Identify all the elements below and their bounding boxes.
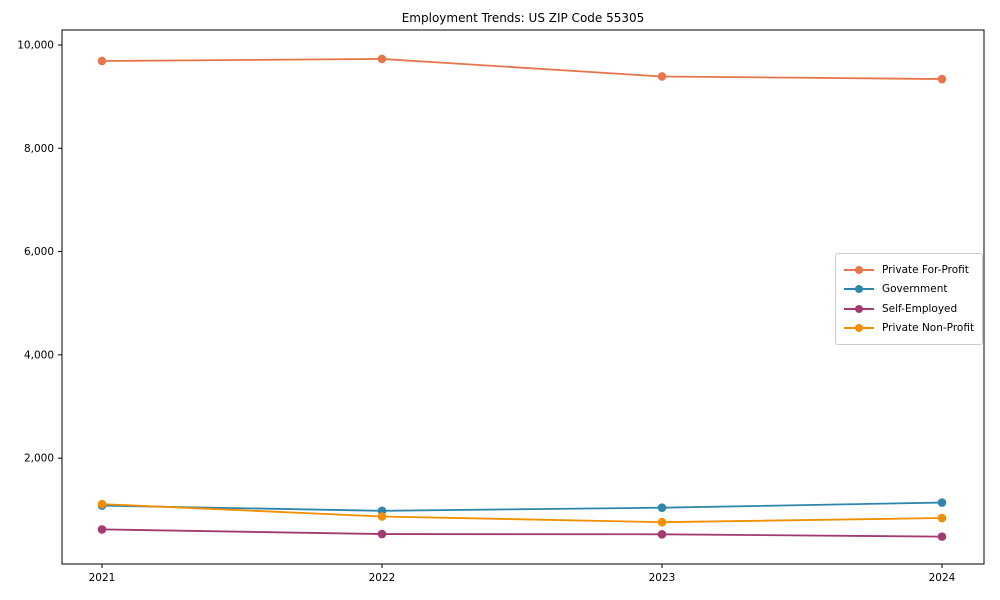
series-line-government (101, 501, 943, 512)
legend-marker-icon (844, 285, 874, 294)
series-line-self-employed (101, 528, 943, 538)
data-point-self-employed (97, 525, 107, 534)
x-axis-tick-label: 2021 (89, 572, 116, 584)
legend: Private For-Profit Government Self-Emplo… (835, 253, 983, 345)
data-point-private-non-profit (377, 512, 387, 521)
legend-item-self-employed: Self-Employed (844, 299, 974, 318)
legend-label: Government (882, 283, 948, 296)
data-point-government (657, 503, 667, 513)
legend-marker-icon (844, 265, 874, 274)
data-point-private-non-profit (657, 517, 667, 527)
chart-title: Employment Trends: US ZIP Code 55305 (401, 11, 645, 25)
legend-item-government: Government (844, 280, 974, 299)
series-line-private-for-profit (101, 58, 943, 80)
legend-label: Private Non-Profit (882, 322, 975, 335)
series-line-private-non-profit (101, 503, 943, 524)
legend-item-private-for-profit: Private For-Profit (844, 260, 974, 279)
legend-label: Private For-Profit (882, 263, 969, 276)
data-point-private-non-profit (937, 513, 947, 523)
legend-label: Self-Employed (882, 302, 958, 315)
data-point-government (937, 498, 947, 507)
data-point-private-for-profit (377, 54, 387, 64)
y-axis-tick-label: 10,000 (17, 39, 54, 51)
data-point-self-employed (377, 529, 387, 539)
y-axis-tick-label: 2,000 (24, 453, 54, 465)
data-point-private-for-profit (657, 72, 667, 81)
y-axis-tick-label: 8,000 (24, 143, 54, 155)
x-axis-tick-label: 2022 (369, 572, 396, 584)
data-point-private-for-profit (937, 74, 947, 84)
y-axis-tick-label: 6,000 (24, 246, 54, 258)
legend-marker-icon (844, 304, 874, 313)
x-axis-tick-label: 2023 (649, 572, 676, 584)
data-point-private-for-profit (97, 56, 107, 66)
legend-item-private-non-profit: Private Non-Profit (844, 319, 974, 338)
data-point-self-employed (937, 532, 947, 541)
x-axis-tick-label: 2024 (929, 572, 956, 584)
axes-spines (61, 29, 985, 565)
legend-marker-icon (844, 324, 874, 333)
data-point-private-non-profit (97, 499, 107, 509)
data-point-self-employed (657, 530, 667, 539)
y-axis-tick-label: 4,000 (24, 349, 54, 361)
